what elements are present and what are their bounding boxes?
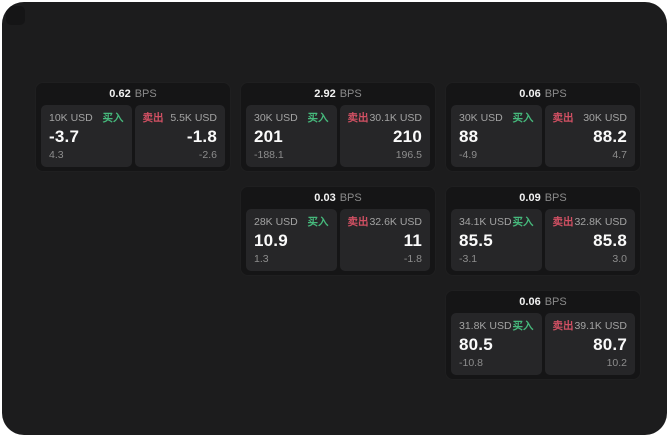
quote-card-grid: 0.62 BPS 10K USD 买入 -3.7 4.3 卖出 5.5K USD… <box>35 82 641 380</box>
sell-size-label: 39.1K USD <box>574 320 627 332</box>
sell-price: 88.2 <box>593 127 627 146</box>
sell-side-label: 卖出 <box>347 216 369 228</box>
sell-size-label: 5.5K USD <box>170 112 217 124</box>
bps-unit-label: BPS <box>544 192 567 204</box>
buy-side-label: 买入 <box>512 216 534 228</box>
buy-price: 201 <box>254 127 283 146</box>
sell-side-label: 卖出 <box>552 320 574 332</box>
quote-panels: 30K USD 买入 88 -4.9 卖出 30K USD 88.2 4.7 <box>446 105 640 171</box>
quote-panels: 30K USD 买入 201 -188.1 卖出 30.1K USD 210 1… <box>241 105 435 171</box>
sell-change: 4.7 <box>612 149 627 161</box>
quote-panels: 34.1K USD 买入 85.5 -3.1 卖出 32.8K USD 85.8… <box>446 209 640 275</box>
corner-tile-icon <box>6 6 25 25</box>
buy-size-label: 10K USD <box>49 112 93 124</box>
bps-unit-label: BPS <box>134 88 157 100</box>
sell-size-label: 32.8K USD <box>574 216 627 228</box>
quote-card: 0.06 BPS 31.8K USD 买入 80.5 -10.8 卖出 39.1… <box>445 290 641 380</box>
bps-header: 0.06 BPS <box>446 83 640 105</box>
sell-panel[interactable]: 卖出 32.8K USD 85.8 3.0 <box>544 209 635 271</box>
sell-size-label: 30.1K USD <box>369 112 422 124</box>
buy-size-label: 34.1K USD <box>459 216 512 228</box>
sell-side-label: 卖出 <box>552 216 574 228</box>
buy-side-label: 买入 <box>102 112 124 124</box>
sell-change: 3.0 <box>612 253 627 265</box>
buy-change: -188.1 <box>254 149 284 161</box>
quote-card: 0.06 BPS 30K USD 买入 88 -4.9 卖出 30K USD 8… <box>445 82 641 172</box>
buy-change: -3.1 <box>459 253 478 265</box>
buy-size-label: 28K USD <box>254 216 298 228</box>
sell-side-label: 卖出 <box>552 112 574 124</box>
buy-change: 4.3 <box>49 149 64 161</box>
sell-price: -1.8 <box>186 127 217 146</box>
sell-side-label: 卖出 <box>142 112 164 124</box>
bps-header: 0.62 BPS <box>36 83 230 105</box>
sell-panel[interactable]: 卖出 30K USD 88.2 4.7 <box>544 105 635 167</box>
bps-value: 0.06 <box>519 296 541 308</box>
quote-panels: 10K USD 买入 -3.7 4.3 卖出 5.5K USD -1.8 -2.… <box>36 105 230 171</box>
sell-panel[interactable]: 卖出 39.1K USD 80.7 10.2 <box>544 313 635 375</box>
sell-change: -2.6 <box>198 149 217 161</box>
sell-size-label: 30K USD <box>583 112 627 124</box>
buy-panel[interactable]: 10K USD 买入 -3.7 4.3 <box>41 105 132 167</box>
buy-size-label: 30K USD <box>254 112 298 124</box>
bps-unit-label: BPS <box>544 296 567 308</box>
sell-price: 85.8 <box>593 231 627 250</box>
buy-panel[interactable]: 31.8K USD 买入 80.5 -10.8 <box>451 313 542 375</box>
sell-size-label: 32.6K USD <box>369 216 422 228</box>
buy-price: 10.9 <box>254 231 288 250</box>
buy-panel[interactable]: 30K USD 买入 201 -188.1 <box>246 105 337 167</box>
bps-unit-label: BPS <box>339 192 362 204</box>
buy-change: -4.9 <box>459 149 478 161</box>
sell-change: 10.2 <box>606 357 627 369</box>
sell-price: 80.7 <box>593 335 627 354</box>
quote-panels: 31.8K USD 买入 80.5 -10.8 卖出 39.1K USD 80.… <box>446 313 640 379</box>
bps-header: 2.92 BPS <box>241 83 435 105</box>
buy-panel[interactable]: 28K USD 买入 10.9 1.3 <box>246 209 337 271</box>
bps-value: 0.06 <box>519 88 541 100</box>
quote-card: 0.09 BPS 34.1K USD 买入 85.5 -3.1 卖出 32.8K… <box>445 186 641 276</box>
buy-side-label: 买入 <box>512 320 534 332</box>
buy-side-label: 买入 <box>307 216 329 228</box>
bps-header: 0.09 BPS <box>446 187 640 209</box>
bps-unit-label: BPS <box>544 88 567 100</box>
sell-panel[interactable]: 卖出 32.6K USD 11 -1.8 <box>339 209 430 271</box>
quote-card: 2.92 BPS 30K USD 买入 201 -188.1 卖出 30.1K … <box>240 82 436 172</box>
buy-change: -10.8 <box>459 357 483 369</box>
buy-change: 1.3 <box>254 253 269 265</box>
buy-price: 80.5 <box>459 335 493 354</box>
buy-side-label: 买入 <box>512 112 534 124</box>
buy-panel[interactable]: 34.1K USD 买入 85.5 -3.1 <box>451 209 542 271</box>
buy-panel[interactable]: 30K USD 买入 88 -4.9 <box>451 105 542 167</box>
buy-price: 85.5 <box>459 231 493 250</box>
buy-size-label: 31.8K USD <box>459 320 512 332</box>
bps-value: 0.62 <box>109 88 131 100</box>
bps-value: 2.92 <box>314 88 336 100</box>
sell-panel[interactable]: 卖出 30.1K USD 210 196.5 <box>339 105 430 167</box>
sell-panel[interactable]: 卖出 5.5K USD -1.8 -2.6 <box>134 105 225 167</box>
bps-header: 0.06 BPS <box>446 291 640 313</box>
buy-price: 88 <box>459 127 479 146</box>
buy-side-label: 买入 <box>307 112 329 124</box>
sell-change: -1.8 <box>403 253 422 265</box>
bps-value: 0.09 <box>519 192 541 204</box>
bps-value: 0.03 <box>314 192 336 204</box>
bps-header: 0.03 BPS <box>241 187 435 209</box>
buy-size-label: 30K USD <box>459 112 503 124</box>
quote-panels: 28K USD 买入 10.9 1.3 卖出 32.6K USD 11 -1.8 <box>241 209 435 275</box>
bps-unit-label: BPS <box>339 88 362 100</box>
sell-price: 11 <box>403 231 422 250</box>
quote-card: 0.62 BPS 10K USD 买入 -3.7 4.3 卖出 5.5K USD… <box>35 82 231 172</box>
quote-card: 0.03 BPS 28K USD 买入 10.9 1.3 卖出 32.6K US… <box>240 186 436 276</box>
sell-price: 210 <box>393 127 422 146</box>
sell-side-label: 卖出 <box>347 112 369 124</box>
buy-price: -3.7 <box>49 127 80 146</box>
sell-change: 196.5 <box>395 149 422 161</box>
